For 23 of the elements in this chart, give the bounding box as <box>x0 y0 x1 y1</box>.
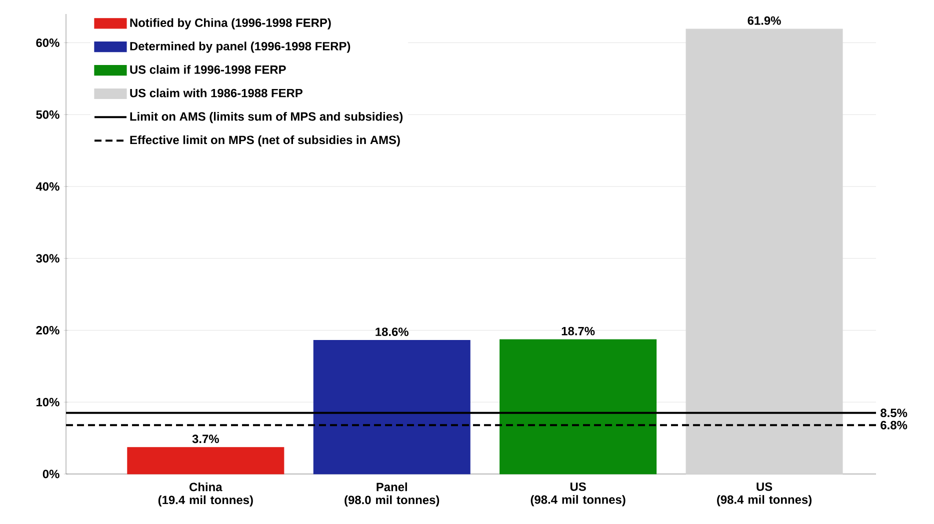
x-tick-label: US (98.4 mil tonnes) <box>717 482 812 506</box>
data-label: 18.6% <box>376 328 408 336</box>
y-tick-label: 60% <box>36 38 60 47</box>
y-tick-label: 20% <box>36 326 60 334</box>
legend-label: Notified by China (1996-1998 FERP) <box>130 18 331 30</box>
legend-label: Effective limit on MPS (net of subsidies in AMS) <box>130 135 400 147</box>
x-tick-label: China (19.4 mil tonnes) <box>158 482 253 507</box>
y-tick-label: 40% <box>36 182 60 191</box>
text: 8.5% <box>880 408 908 418</box>
data-label: 61.9% <box>748 16 781 25</box>
text: 6.8% <box>880 420 908 430</box>
legend-label: Limit on AMS (limits sum of MPS and subsidies) <box>130 112 403 124</box>
legend-label: Determined by panel (1996-1998 FERP) <box>130 42 350 53</box>
legend-label: US claim if 1996-1998 FERP <box>130 65 286 74</box>
y-tick-label: 0% <box>42 470 60 478</box>
y-tick-label: 10% <box>36 398 60 406</box>
legend-label: US claim with 1986-1988 FERP <box>130 88 302 98</box>
y-tick-label: 30% <box>36 254 60 263</box>
data-label: 3.7% <box>192 434 219 444</box>
x-tick-label: US (98.4 mil tonnes) <box>530 482 626 506</box>
data-label: 18.7% <box>562 326 595 336</box>
y-tick-label: 50% <box>36 110 60 119</box>
x-tick-label: Panel (98.0 mil tonnes) <box>344 482 440 507</box>
